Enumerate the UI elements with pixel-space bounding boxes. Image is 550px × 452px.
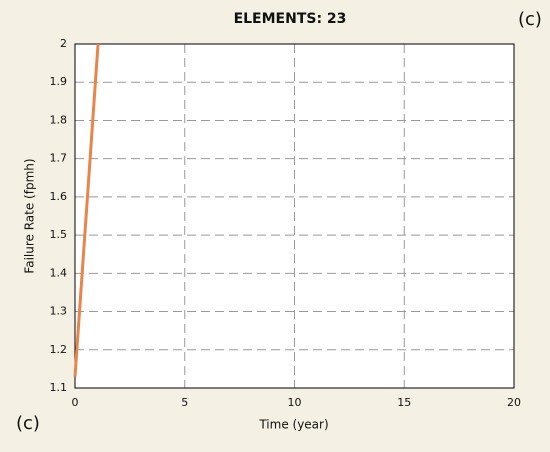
x-tick-label: 15 [397, 396, 411, 409]
y-tick-label: 1.4 [50, 266, 68, 279]
annotation: (c) [16, 413, 40, 434]
y-tick-label: 1.3 [50, 305, 68, 318]
line [73, 43, 100, 377]
x-tick-label: 10 [288, 396, 302, 409]
y-tick-label: 1.1 [50, 381, 68, 394]
y-tick-label: 1.9 [50, 75, 68, 88]
x-axis-label: Time (year) [258, 418, 328, 432]
x-tick-label: 20 [507, 396, 521, 409]
chart-title: ELEMENTS: 23 [234, 11, 347, 27]
y-axis-label: Failure Rate (fpmh) [23, 158, 37, 273]
y-tick-label: 1.6 [50, 190, 68, 203]
y-tick-label: 1.5 [50, 228, 68, 241]
annotation: (c) [518, 9, 542, 30]
plot-border [74, 43, 515, 389]
y-tick-label: 1.2 [50, 343, 68, 356]
y-tick-label: 1.8 [50, 113, 68, 126]
x-tick-label: 5 [181, 396, 188, 409]
x-tick-label: 0 [72, 396, 79, 409]
y-tick-label: 1.7 [50, 152, 68, 165]
y-tick-label: 2 [60, 37, 67, 50]
